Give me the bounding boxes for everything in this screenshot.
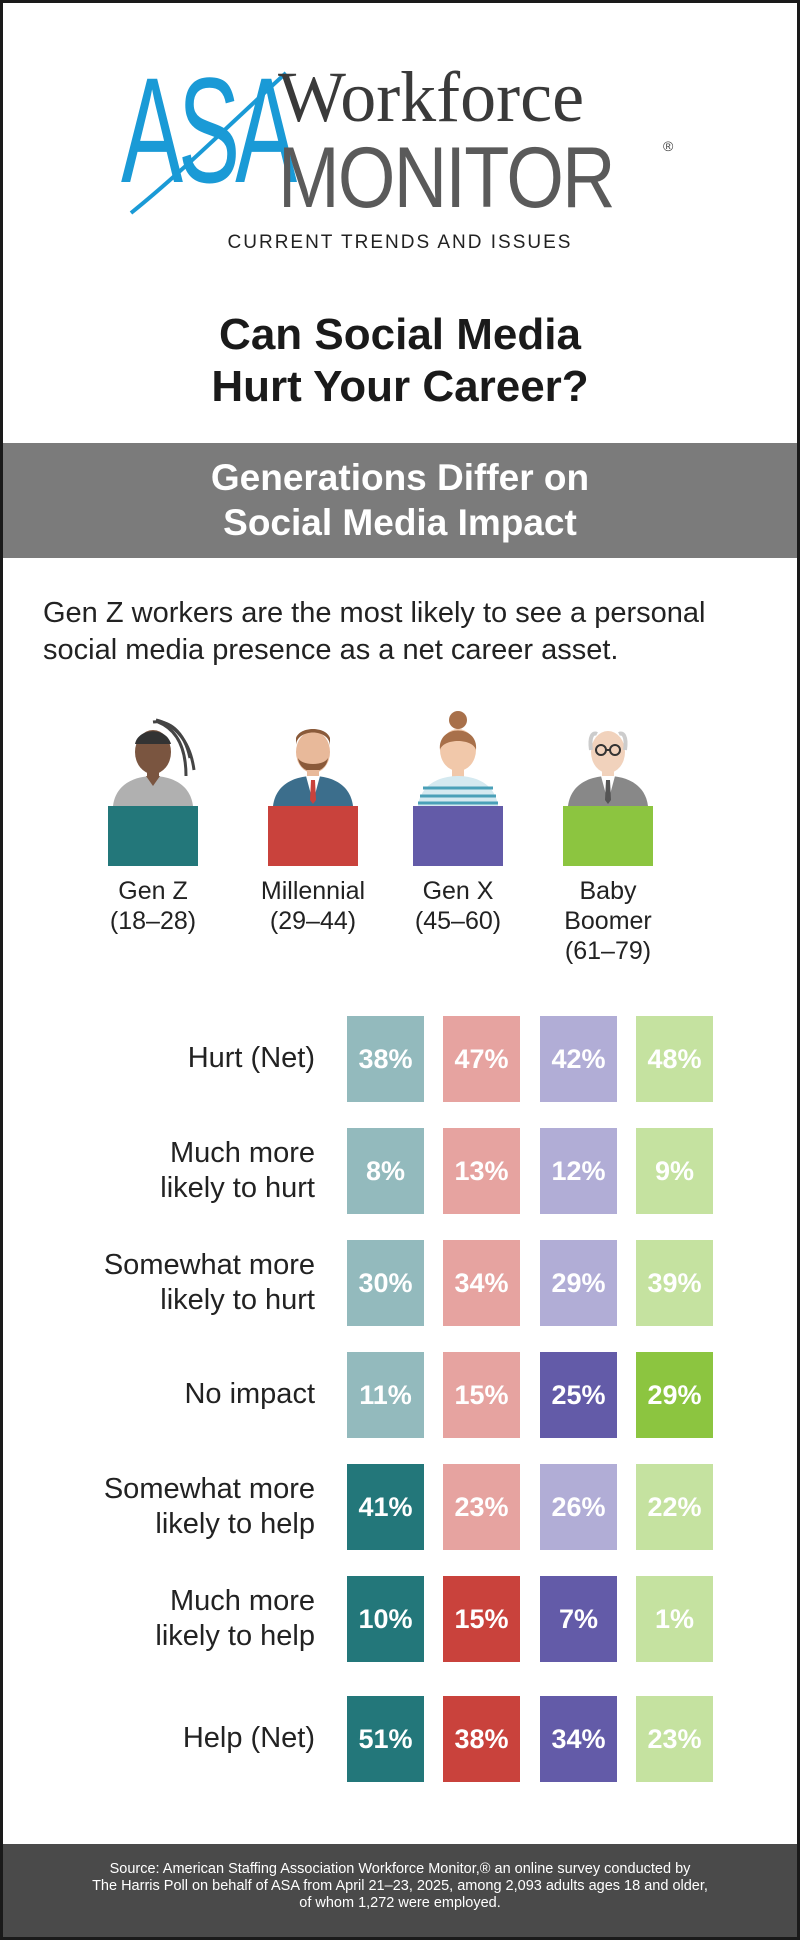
row-label-line-1: Help (Net) — [182, 1722, 315, 1754]
value-cell: 29% — [540, 1240, 617, 1326]
value-cell: 30% — [347, 1240, 424, 1326]
generation-gen-z: Gen Z (18–28) — [83, 710, 223, 936]
logo-monitor-text: MONITOR — [278, 130, 616, 226]
gen-z-label: Gen Z (18–28) — [83, 876, 223, 936]
source-footer: Source: American Staffing Association Wo… — [3, 1844, 797, 1937]
intro-text: Gen Z workers are the most likely to see… — [43, 595, 783, 669]
generation-millennial: Millennial (29–44) — [243, 710, 383, 936]
gen-z-ages: (18–28) — [109, 907, 197, 935]
value-cell: 10% — [347, 1576, 424, 1662]
section-banner: Generations Differ on Social Media Impac… — [3, 443, 797, 558]
value-cell: 22% — [636, 1464, 713, 1550]
gen-z-name: Gen Z — [118, 877, 188, 905]
gen-x-name: Gen X — [422, 877, 494, 905]
gen-x-label: Gen X (45–60) — [388, 876, 528, 936]
logo-asa-wordmark: ASA — [121, 46, 297, 214]
value-cell: 47% — [443, 1016, 520, 1102]
row-label: Help (Net) — [43, 1721, 315, 1756]
baby-boomer-name-line-1: Baby — [579, 877, 637, 905]
value-cell: 34% — [443, 1240, 520, 1326]
value-cell: 41% — [347, 1464, 424, 1550]
generation-gen-x: Gen X (45–60) — [388, 710, 528, 936]
value-cell: 48% — [636, 1016, 713, 1102]
row-label-line-1: Somewhat more — [103, 1249, 315, 1281]
value-cell: 12% — [540, 1128, 617, 1214]
logo-workforce-text: Workforce — [278, 57, 585, 137]
value-cell: 29% — [636, 1352, 713, 1438]
millennial-ages: (29–44) — [269, 907, 357, 935]
row-label-line-2: likely to hurt — [160, 1284, 315, 1316]
page-title: Can Social Media Hurt Your Career? — [3, 309, 797, 413]
person-dreadlocks-icon — [108, 718, 198, 866]
row-label-line-1: No impact — [184, 1378, 315, 1410]
row-label: No impact — [43, 1377, 315, 1412]
row-label-line-1: Hurt (Net) — [187, 1042, 315, 1074]
asa-workforce-monitor-logo: ASA Workforce MONITOR ® CURRENT TRENDS A… — [3, 3, 797, 273]
row-label-line-1: Somewhat more — [103, 1473, 315, 1505]
person-bun-icon — [413, 711, 503, 866]
row-label-line-1: Much more — [169, 1585, 315, 1617]
footer-line-1: Source: American Staffing Association Wo… — [109, 1861, 691, 1877]
row-label-line-2: likely to hurt — [160, 1172, 315, 1204]
value-cell: 38% — [347, 1016, 424, 1102]
banner-line-1: Generations Differ on — [210, 457, 590, 498]
row-label: Much more likely to hurt — [43, 1136, 315, 1206]
footer-line-2: The Harris Poll on behalf of ASA from Ap… — [92, 1878, 708, 1894]
value-cell: 7% — [540, 1576, 617, 1662]
value-cell: 1% — [636, 1576, 713, 1662]
value-cell: 15% — [443, 1576, 520, 1662]
millennial-name: Millennial — [260, 877, 366, 905]
row-label: Hurt (Net) — [43, 1041, 315, 1076]
value-cell: 23% — [636, 1696, 713, 1782]
value-cell: 25% — [540, 1352, 617, 1438]
registered-mark: ® — [663, 138, 674, 154]
person-glasses-suit-icon — [563, 731, 653, 866]
logo-tagline: CURRENT TRENDS AND ISSUES — [227, 232, 573, 253]
value-cell: 8% — [347, 1128, 424, 1214]
value-cell: 23% — [443, 1464, 520, 1550]
baby-boomer-name-line-2: Boomer — [564, 907, 652, 935]
logo-swoosh — [129, 71, 288, 215]
row-label-line-1: Much more — [169, 1137, 315, 1169]
footer-line-3: of whom 1,272 were employed. — [299, 1895, 501, 1911]
gen-x-ages: (45–60) — [414, 907, 502, 935]
value-cell: 34% — [540, 1696, 617, 1782]
row-label: Somewhat more likely to help — [43, 1472, 315, 1542]
value-cell: 42% — [540, 1016, 617, 1102]
row-label-line-2: likely to help — [155, 1508, 315, 1540]
row-label: Much more likely to help — [43, 1584, 315, 1654]
millennial-label: Millennial (29–44) — [243, 876, 383, 936]
banner-heading: Generations Differ on Social Media Impac… — [3, 455, 797, 545]
title-line-1: Can Social Media — [219, 310, 581, 359]
value-cell: 38% — [443, 1696, 520, 1782]
row-label-line-2: likely to help — [155, 1620, 315, 1652]
banner-line-2: Social Media Impact — [223, 502, 577, 543]
person-beard-suit-icon — [268, 729, 358, 866]
row-label: Somewhat more likely to hurt — [43, 1248, 315, 1318]
value-cell: 39% — [636, 1240, 713, 1326]
intro-line-1: Gen Z workers are the most likely to see… — [43, 597, 706, 629]
value-cell: 11% — [347, 1352, 424, 1438]
value-cell: 13% — [443, 1128, 520, 1214]
intro-line-2: social media presence as a net career as… — [43, 634, 619, 666]
generation-baby-boomer: Baby Boomer (61–79) — [538, 710, 678, 966]
value-cell: 9% — [636, 1128, 713, 1214]
title-line-2: Hurt Your Career? — [211, 362, 589, 411]
baby-boomer-ages: (61–79) — [564, 937, 652, 965]
value-cell: 26% — [540, 1464, 617, 1550]
value-cell: 51% — [347, 1696, 424, 1782]
value-cell: 15% — [443, 1352, 520, 1438]
baby-boomer-label: Baby Boomer (61–79) — [538, 876, 678, 966]
